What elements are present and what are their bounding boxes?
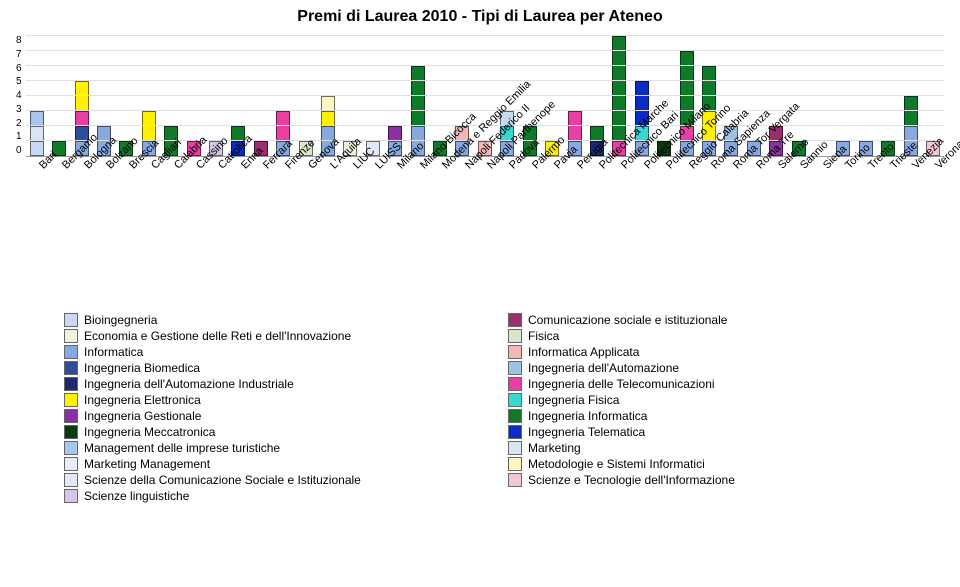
- legend-swatch: [64, 361, 78, 375]
- legend-swatch: [508, 425, 522, 439]
- legend-label: Scienze linguistiche: [84, 489, 189, 503]
- legend-item: Ingegneria Fisica: [508, 393, 944, 407]
- bar-segment: [568, 111, 582, 141]
- legend-label: Ingegneria Elettronica: [84, 393, 201, 407]
- legend-item: Bioingegneria: [64, 313, 500, 327]
- legend-swatch: [64, 473, 78, 487]
- legend: Bioingegneria Comunicazione sociale e ist…: [64, 313, 944, 503]
- y-tick: 0: [16, 146, 22, 156]
- legend-label: Ingegneria Fisica: [528, 393, 619, 407]
- legend-item: Ingegneria Informatica: [508, 409, 944, 423]
- legend-item: Scienze linguistiche: [64, 489, 500, 503]
- legend-label: Ingegneria Gestionale: [84, 409, 201, 423]
- legend-label: Ingegneria Telematica: [528, 425, 645, 439]
- legend-swatch: [64, 441, 78, 455]
- bar-column: [26, 111, 48, 156]
- legend-label: Informatica: [84, 345, 143, 359]
- bar-segment: [321, 111, 335, 126]
- y-tick: 8: [16, 36, 22, 46]
- legend-swatch: [508, 345, 522, 359]
- legend-item: Ingegneria Gestionale: [64, 409, 500, 423]
- bar-segment: [75, 111, 89, 126]
- legend-swatch: [508, 409, 522, 423]
- chart-page: Premi di Laurea 2010 - Tipi di Laurea pe…: [0, 0, 960, 587]
- legend-label: Ingegneria dell'Automazione: [528, 361, 679, 375]
- legend-item: Ingegneria Meccatronica: [64, 425, 500, 439]
- legend-label: Ingegneria Biomedica: [84, 361, 200, 375]
- legend-label: Bioingegneria: [84, 313, 157, 327]
- legend-swatch: [64, 489, 78, 503]
- y-tick: 6: [16, 64, 22, 74]
- legend-swatch: [64, 345, 78, 359]
- legend-swatch: [64, 425, 78, 439]
- legend-swatch: [508, 313, 522, 327]
- legend-swatch: [64, 393, 78, 407]
- chart-title: Premi di Laurea 2010 - Tipi di Laurea pe…: [16, 8, 944, 26]
- bar-segment: [411, 66, 425, 126]
- legend-item: Comunicazione sociale e istituzionale: [508, 313, 944, 327]
- legend-label: Management delle imprese turistiche: [84, 441, 280, 455]
- legend-label: Ingegneria dell'Automazione Industriale: [84, 377, 294, 391]
- legend-label: Economia e Gestione delle Reti e dell'In…: [84, 329, 351, 343]
- legend-label: Scienze della Comunicazione Sociale e Is…: [84, 473, 361, 487]
- y-axis: 8 7 6 5 4 3 2 1 0: [16, 36, 22, 156]
- bar-segment: [276, 111, 290, 141]
- x-axis-labels: BariBergamoBolognaBolzanoBresciaCagliari…: [26, 159, 944, 309]
- y-tick: 1: [16, 132, 22, 142]
- bar-segment: [75, 81, 89, 111]
- legend-label: Comunicazione sociale e istituzionale: [528, 313, 727, 327]
- legend-swatch: [508, 377, 522, 391]
- legend-item: Fisica: [508, 329, 944, 343]
- legend-label: Ingegneria Meccatronica: [84, 425, 215, 439]
- legend-item: Informatica Applicata: [508, 345, 944, 359]
- bar-segment: [321, 96, 335, 111]
- legend-label: Ingegneria Informatica: [528, 409, 647, 423]
- legend-label: Marketing: [528, 441, 581, 455]
- legend-swatch: [64, 377, 78, 391]
- legend-item: Ingegneria Biomedica: [64, 361, 500, 375]
- legend-swatch: [508, 361, 522, 375]
- y-tick: 7: [16, 50, 22, 60]
- bar-segment: [30, 126, 44, 141]
- legend-item: Scienze e Tecnologie dell'Informazione: [508, 473, 944, 487]
- legend-label: Scienze e Tecnologie dell'Informazione: [528, 473, 735, 487]
- legend-swatch: [64, 409, 78, 423]
- y-tick: 4: [16, 91, 22, 101]
- legend-item: Ingegneria Elettronica: [64, 393, 500, 407]
- legend-label: Informatica Applicata: [528, 345, 639, 359]
- legend-item: Marketing Management: [64, 457, 500, 471]
- legend-item: Ingegneria Telematica: [508, 425, 944, 439]
- legend-item: Ingegneria dell'Automazione Industriale: [64, 377, 500, 391]
- legend-swatch: [508, 473, 522, 487]
- bar-segment: [30, 141, 44, 156]
- legend-item: Metodologie e Sistemi Informatici: [508, 457, 944, 471]
- bar-segment: [30, 111, 44, 126]
- bar-columns: [26, 36, 944, 156]
- y-tick: 3: [16, 105, 22, 115]
- legend-item: Management delle imprese turistiche: [64, 441, 500, 455]
- legend-swatch: [508, 457, 522, 471]
- legend-item: Scienze della Comunicazione Sociale e Is…: [64, 473, 500, 487]
- y-tick: 2: [16, 119, 22, 129]
- legend-label: Fisica: [528, 329, 559, 343]
- y-tick: 5: [16, 77, 22, 87]
- legend-item: Marketing: [508, 441, 944, 455]
- legend-swatch: [64, 457, 78, 471]
- legend-swatch: [64, 313, 78, 327]
- legend-swatch: [508, 329, 522, 343]
- stacked-bar: [30, 111, 44, 156]
- legend-swatch: [64, 329, 78, 343]
- legend-label: Marketing Management: [84, 457, 210, 471]
- legend-label: Ingegneria delle Telecomunicazioni: [528, 377, 715, 391]
- bar-segment: [904, 96, 918, 126]
- legend-item: Ingegneria delle Telecomunicazioni: [508, 377, 944, 391]
- legend-item: Economia e Gestione delle Reti e dell'In…: [64, 329, 500, 343]
- bar-segment: [388, 126, 402, 141]
- legend-label: Metodologie e Sistemi Informatici: [528, 457, 705, 471]
- legend-swatch: [508, 441, 522, 455]
- legend-item: Ingegneria dell'Automazione: [508, 361, 944, 375]
- legend-item: Informatica: [64, 345, 500, 359]
- legend-swatch: [508, 393, 522, 407]
